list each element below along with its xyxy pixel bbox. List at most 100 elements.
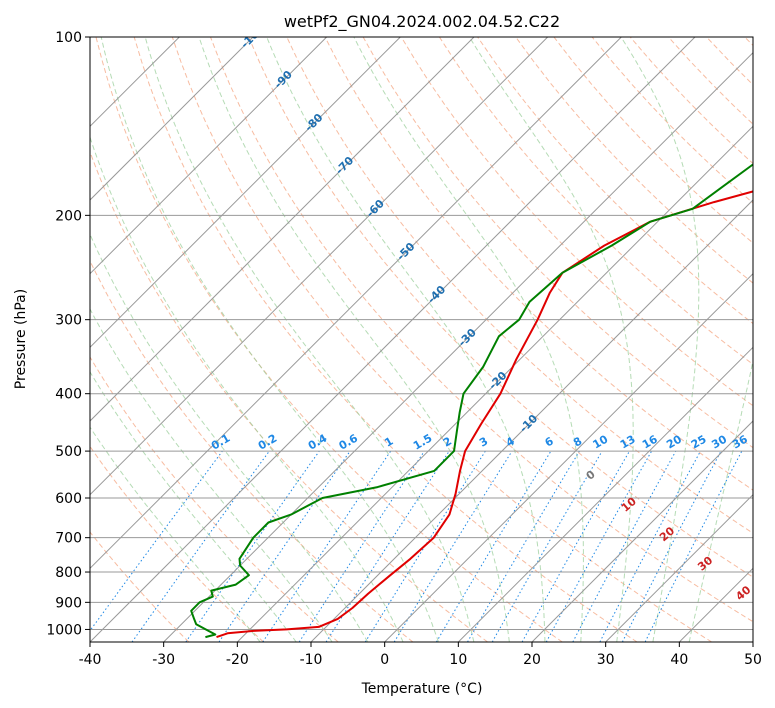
dry-adiabat-line bbox=[591, 37, 753, 204]
isotherm-line bbox=[90, 37, 622, 570]
moist-adiabat-line bbox=[90, 308, 333, 642]
x-tick-label: 0 bbox=[380, 652, 389, 668]
isotherm-line bbox=[310, 199, 753, 642]
mixing-ratio-label: 8 bbox=[571, 435, 584, 450]
isotherm-line bbox=[90, 37, 696, 642]
moist-adiabat-line bbox=[468, 37, 634, 642]
dry-adiabat-line bbox=[744, 37, 753, 47]
dry-adiabat-line bbox=[706, 37, 753, 86]
isotherm-line bbox=[605, 493, 753, 642]
y-tick-label: 900 bbox=[55, 595, 82, 611]
chart-title: wetPf2_GN04.2024.002.04.52.C22 bbox=[284, 12, 560, 32]
isotherm-label: -10 bbox=[517, 412, 540, 435]
wetbulb-label: 20 bbox=[657, 524, 677, 544]
moist-adiabat-line bbox=[90, 233, 369, 642]
isotherm-line bbox=[384, 272, 753, 642]
dry-adiabat-line bbox=[210, 37, 753, 623]
moist-adiabats bbox=[90, 37, 753, 642]
dry-adiabat-line bbox=[477, 37, 753, 325]
y-tick-label: 800 bbox=[55, 565, 82, 581]
dry-adiabat-line bbox=[133, 37, 638, 642]
wetbulb-label: 30 bbox=[695, 554, 715, 574]
mixing-ratio-line bbox=[545, 450, 653, 642]
plot-area: 0.1 0.2 0.4 0.6 1 1.5 2 3 4 6 8 10 13 16 20 25 30 36-100-… bbox=[90, 37, 753, 642]
isotherm-line bbox=[678, 567, 753, 642]
mixing-ratio-label: 36 bbox=[730, 432, 750, 451]
moist-adiabat-line bbox=[620, 37, 700, 642]
y-tick-label: 1000 bbox=[46, 622, 82, 638]
y-tick-label: 600 bbox=[55, 491, 82, 507]
mixing-ratio-line bbox=[325, 450, 450, 642]
x-tick-label: 50 bbox=[744, 652, 762, 668]
mixing-ratio-line bbox=[644, 450, 743, 642]
moist-adiabat-line bbox=[90, 135, 404, 642]
isotherm-label: -40 bbox=[425, 283, 448, 306]
dry-adiabat-line bbox=[90, 356, 339, 642]
mixing-ratio-label: 10 bbox=[591, 432, 611, 451]
moist-adiabat-line bbox=[198, 37, 510, 642]
moist-adiabat-line bbox=[266, 37, 546, 642]
y-tick-label: 200 bbox=[55, 208, 82, 224]
isotherm-line bbox=[90, 37, 254, 201]
mixing-ratio-line bbox=[621, 450, 722, 642]
x-tick-label: 40 bbox=[670, 652, 688, 668]
isotherm-line bbox=[90, 37, 328, 275]
isotherms bbox=[90, 37, 753, 642]
mixing-ratio-label: 30 bbox=[709, 432, 729, 451]
dry-adiabat-line bbox=[438, 37, 753, 366]
dry-adiabat-line bbox=[400, 37, 753, 407]
mixing-ratio-lines bbox=[90, 450, 743, 642]
mixing-ratio-label: 0.2 bbox=[256, 432, 279, 453]
dry-adiabat-line bbox=[171, 37, 712, 642]
x-tick-label: -30 bbox=[152, 652, 175, 668]
dry-adiabat-line bbox=[90, 150, 488, 642]
mixing-ratio-label: 13 bbox=[618, 433, 638, 452]
mixing-ratio-line bbox=[131, 450, 270, 642]
moist-adiabat-line bbox=[144, 37, 475, 642]
mixing-ratio-line bbox=[298, 450, 425, 642]
moist-adiabat-line bbox=[90, 426, 261, 642]
isotherm-label: -80 bbox=[302, 111, 325, 134]
y-tick-label: 300 bbox=[55, 313, 82, 329]
dry-adiabat-line bbox=[668, 37, 753, 125]
plot-frame bbox=[89, 36, 754, 643]
mixing-ratio-line bbox=[521, 450, 630, 642]
mixing-ratio-line bbox=[262, 450, 392, 642]
dry-adiabat-line bbox=[515, 37, 753, 284]
mixing-ratio-line bbox=[572, 450, 677, 642]
x-tick-label: 30 bbox=[597, 652, 615, 668]
x-tick-label: -20 bbox=[226, 652, 249, 668]
pressure-gridlines bbox=[90, 37, 753, 630]
mixing-ratio-line bbox=[393, 450, 513, 642]
isotherm-line bbox=[90, 37, 475, 422]
dry-adiabats bbox=[90, 37, 753, 642]
x-tick-label: 20 bbox=[523, 652, 541, 668]
isopleth-labels: 0.1 0.2 0.4 0.6 1 1.5 2 3 4 6 8 10 13 16 20 25 30 36-100-… bbox=[209, 37, 753, 603]
mixing-ratio-label: 25 bbox=[689, 433, 709, 452]
mixing-ratio-line bbox=[90, 450, 223, 632]
isotherm-line bbox=[163, 51, 753, 642]
moist-adiabat-line bbox=[100, 37, 439, 642]
x-tick-label: -40 bbox=[79, 652, 102, 668]
mixing-ratio-label: 3 bbox=[477, 435, 490, 450]
isotherm-line bbox=[531, 420, 753, 642]
isotherm-line bbox=[236, 125, 753, 642]
isotherm-line bbox=[457, 346, 753, 642]
dry-adiabat-line bbox=[248, 37, 753, 578]
dry-adiabat-line bbox=[95, 37, 563, 642]
x-axis: -40 -30 -20 -10 0 10 20 30 40 50 bbox=[79, 642, 762, 668]
y-axis: 100 200 300 400 500 600 700 800 900 1000 bbox=[46, 30, 90, 638]
dry-adiabat-line bbox=[90, 259, 414, 642]
temperature-profile-line bbox=[216, 190, 753, 639]
dry-adiabat-line bbox=[362, 37, 753, 449]
dry-adiabat-line bbox=[553, 37, 753, 244]
mixing-ratio-line bbox=[599, 450, 701, 642]
y-tick-label: 500 bbox=[55, 444, 82, 460]
moist-adiabat-line bbox=[688, 358, 753, 642]
mixing-ratio-label: 6 bbox=[543, 434, 556, 449]
isotherm-line bbox=[90, 37, 549, 496]
y-tick-label: 100 bbox=[55, 30, 82, 46]
mixing-ratio-label: 1.5 bbox=[411, 432, 434, 453]
wetbulb-label: 0 bbox=[584, 468, 598, 483]
